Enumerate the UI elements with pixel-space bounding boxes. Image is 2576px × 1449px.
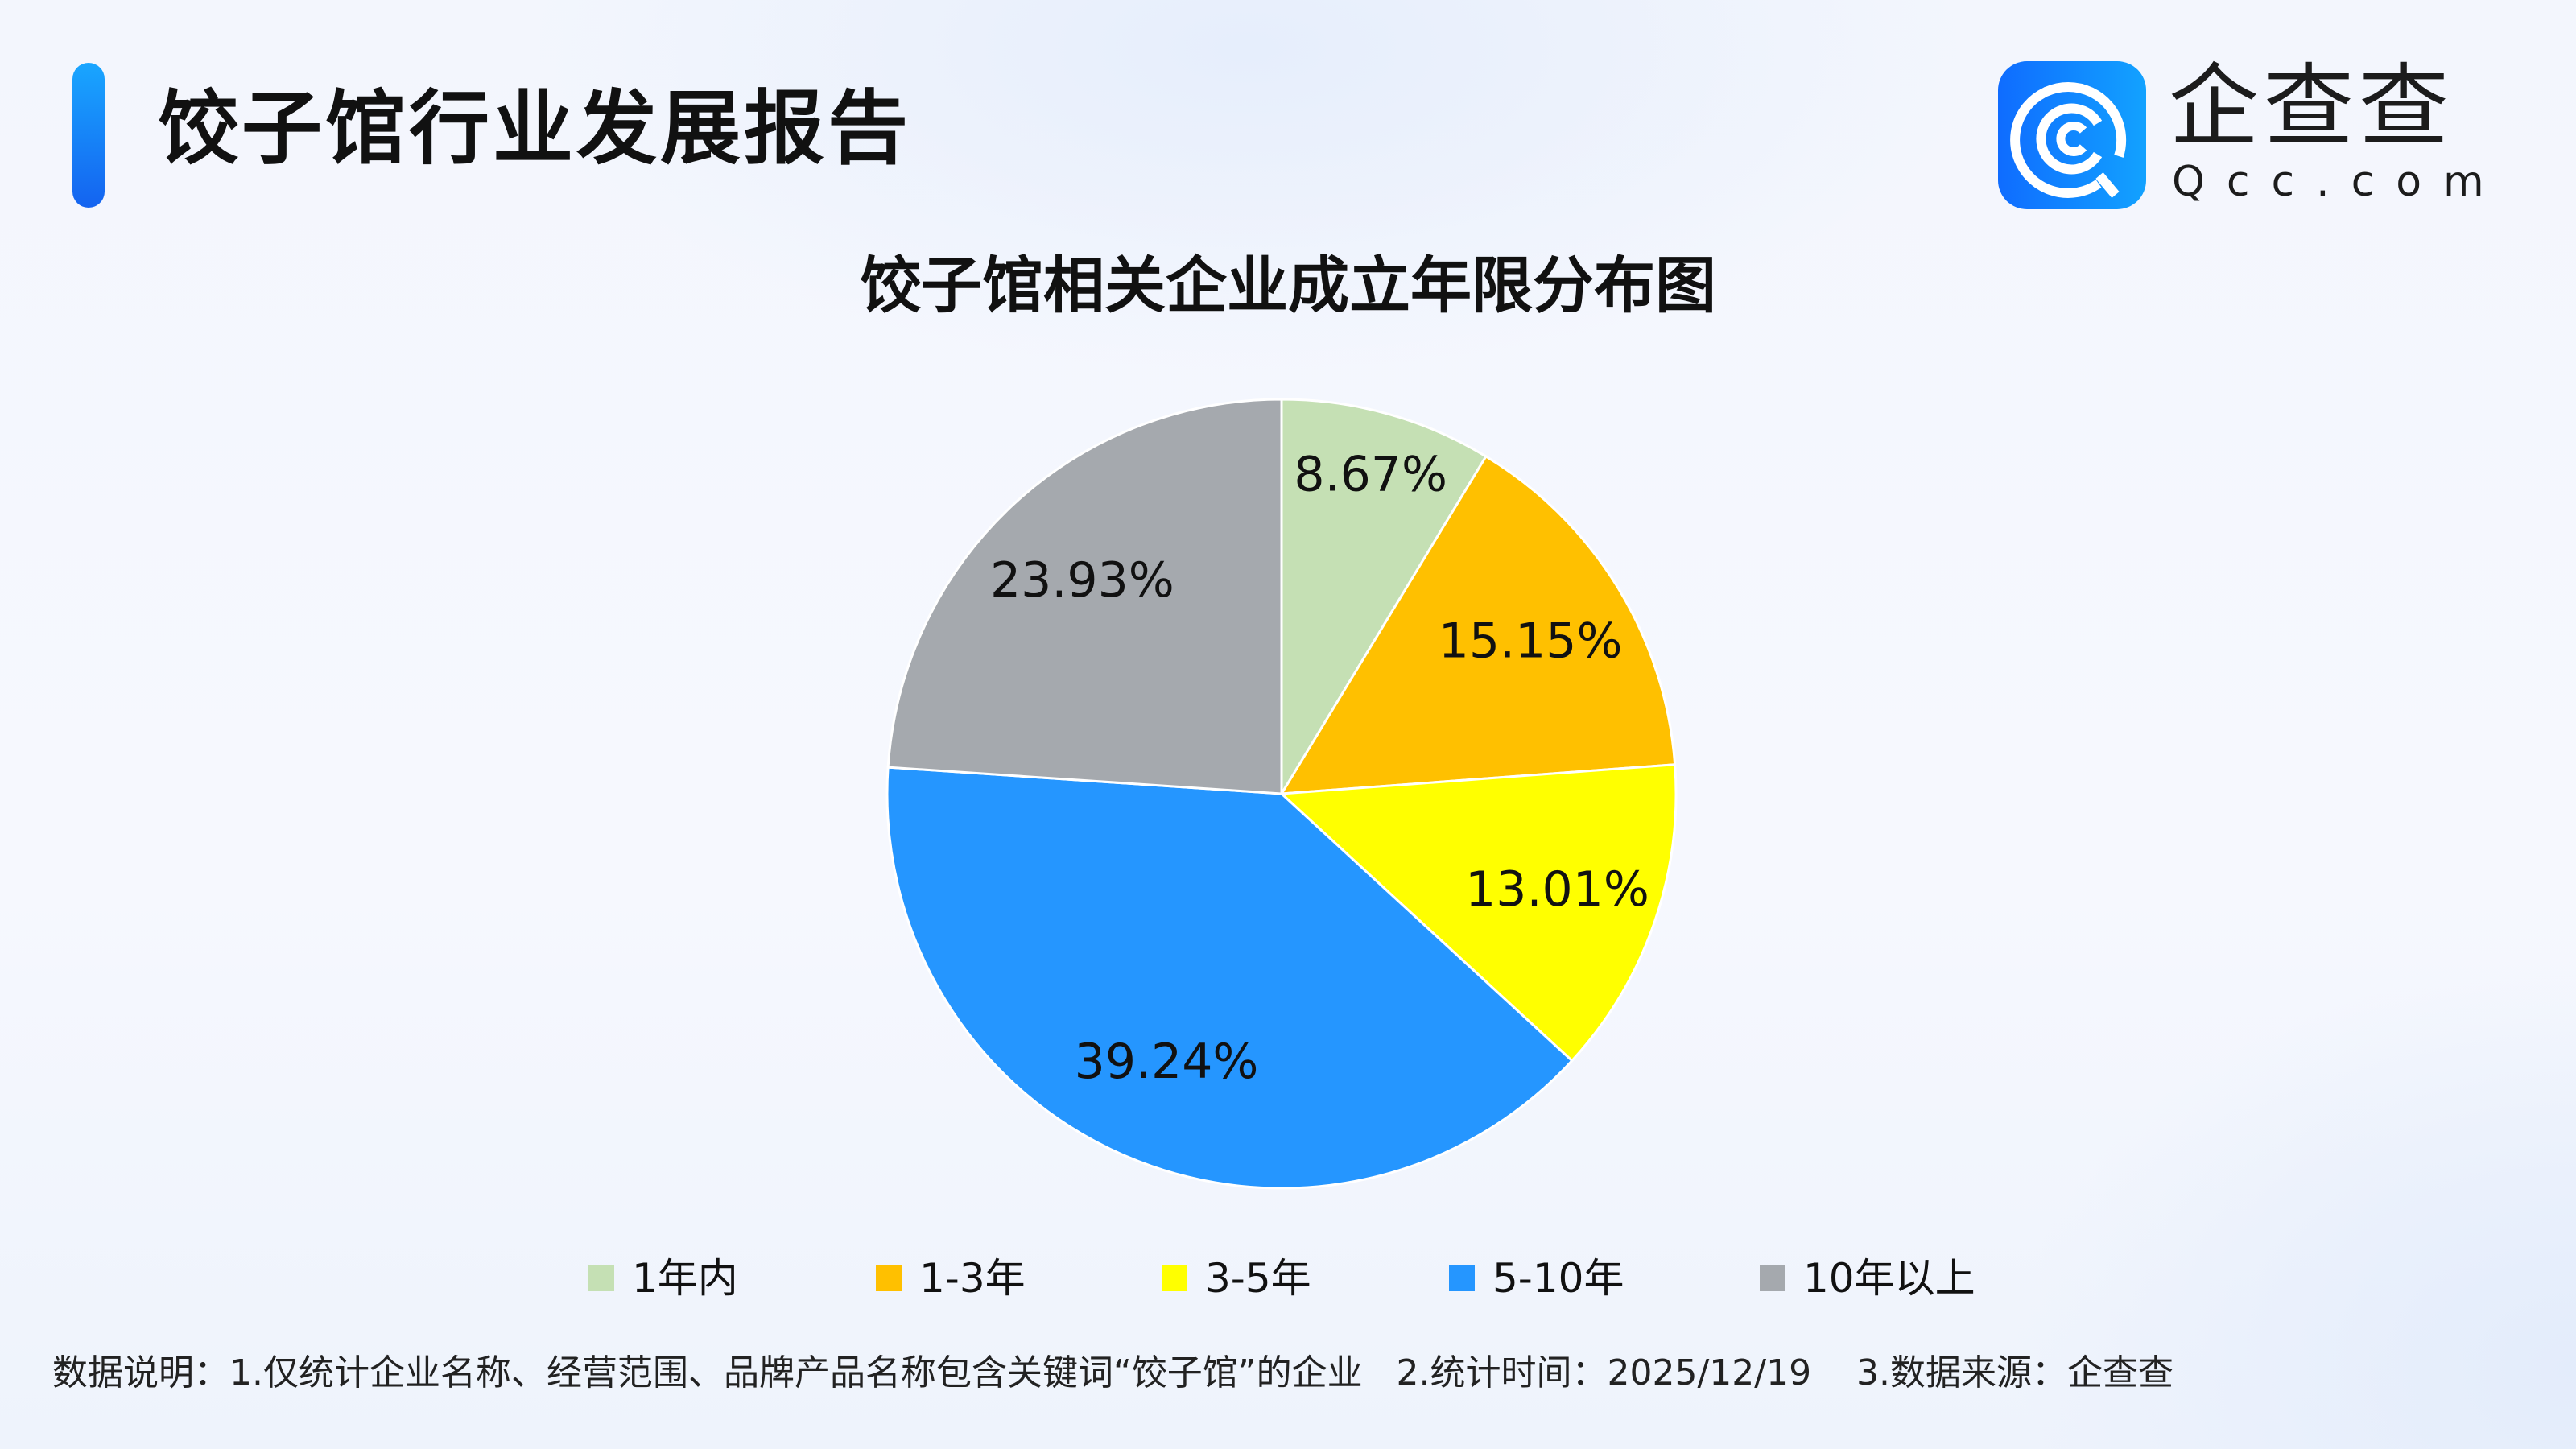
- page-title: 饺子馆行业发展报告: [158, 81, 911, 175]
- legend-label: 1-3年: [919, 1255, 1026, 1302]
- legend-label: 10年以上: [1803, 1255, 1975, 1302]
- legend-item: 1年内: [588, 1253, 738, 1304]
- legend-swatch: [588, 1265, 614, 1291]
- legend-swatch: [1162, 1265, 1187, 1291]
- pie-slice-4: [886, 398, 1283, 795]
- pie-data-label: 8.67%: [1294, 447, 1447, 503]
- pie-slice-3: [886, 766, 1574, 1190]
- pie-data-label: 15.15%: [1439, 613, 1623, 669]
- legend-item: 5-10年: [1449, 1253, 1624, 1304]
- pie-data-label: 13.01%: [1465, 861, 1649, 918]
- pie-slice-0: [1280, 398, 1488, 799]
- pie-slice-2: [1278, 763, 1678, 1063]
- footnote: 数据说明：1.仅统计企业名称、经营范围、品牌产品名称包含关键词“饺子馆”的企业 …: [52, 1352, 2174, 1393]
- pie-data-label: 23.93%: [990, 552, 1174, 609]
- chart-title: 饺子馆相关企业成立年限分布图: [860, 250, 1716, 321]
- qcc-logo-icon: [1998, 61, 2146, 209]
- legend-label: 5-10年: [1492, 1255, 1624, 1302]
- legend-label: 1年内: [632, 1255, 738, 1302]
- pie-data-label: 39.24%: [1075, 1034, 1259, 1090]
- legend-label: 3-5年: [1205, 1255, 1311, 1302]
- chart-legend: 1年内 1-3年 3-5年 5-10年 10年以上: [0, 1253, 2576, 1304]
- qcc-logo: 企查查 Qcc.com: [1998, 55, 2484, 209]
- title-accent-bar: [72, 63, 105, 208]
- legend-item: 10年以上: [1760, 1253, 1975, 1304]
- legend-swatch: [1449, 1265, 1475, 1291]
- legend-item: 1-3年: [876, 1253, 1026, 1304]
- legend-swatch: [1760, 1265, 1785, 1291]
- legend-swatch: [876, 1265, 902, 1291]
- logo-text-cn: 企查查: [2169, 55, 2454, 159]
- pie-slice-1: [1279, 454, 1677, 795]
- legend-item: 3-5年: [1162, 1253, 1311, 1304]
- logo-text-en: Qcc.com: [2172, 158, 2506, 206]
